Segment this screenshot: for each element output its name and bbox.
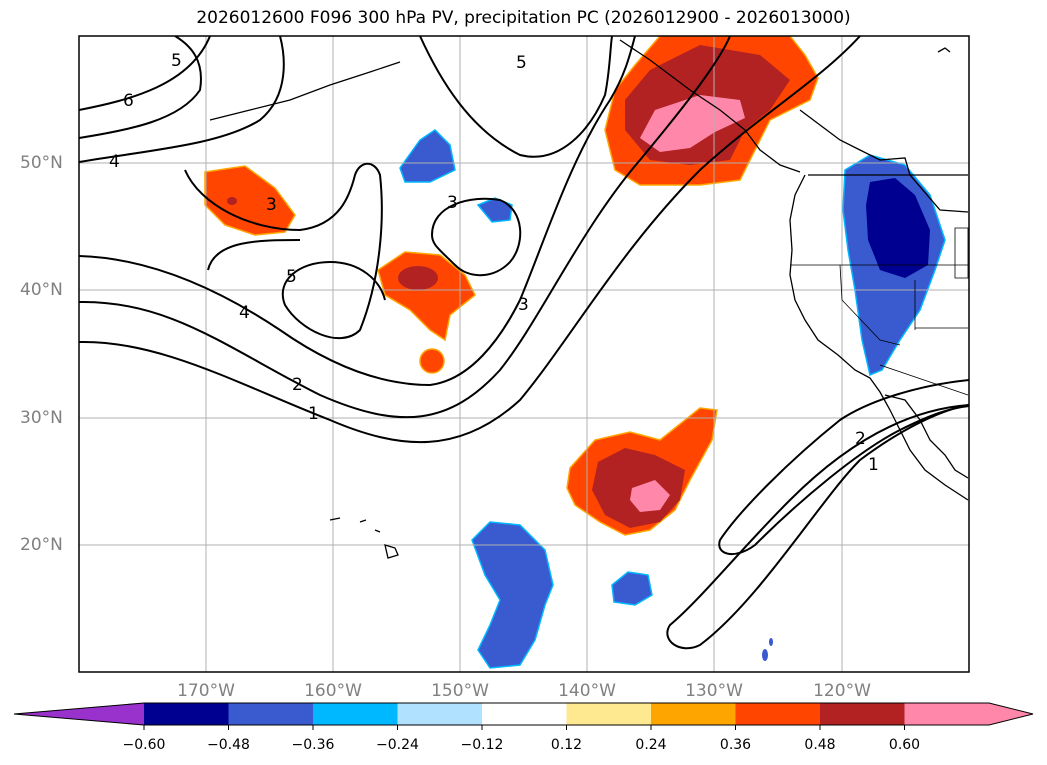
precip-negative-region [611,571,653,606]
colorbar-tick-label: 0.60 [888,737,921,753]
gridlines [79,36,969,672]
contour-label: 5 [286,267,297,287]
colorbar-segment [566,703,652,725]
lat-label: 40°N [20,280,63,300]
precip-negative-region [471,521,554,669]
plot-frame [78,35,970,673]
colorbar-tick-label: 0.36 [719,737,752,753]
contour-label: 1 [868,455,879,475]
lat-label: 50°N [20,153,63,173]
pv-contours [79,36,969,650]
lat-label: 20°N [20,535,63,555]
precip-positive-region [419,348,445,374]
colorbar [13,702,1034,730]
lon-label: 160°W [304,681,362,701]
lon-label: 140°W [558,681,616,701]
lon-label: 150°W [431,681,489,701]
colorbar-tick-label: 0.48 [804,737,836,753]
coastlines [209,39,969,559]
contour-label-group: 5 6 4 5 3 3 5 4 3 2 1 2 1 [109,51,879,475]
lat-label: 30°N [20,408,63,428]
colorbar-segment [228,703,314,725]
contour-label: 3 [447,193,458,213]
colorbar-segment [313,703,398,725]
precip-negative-region [866,178,930,278]
precip-shading [204,36,946,669]
colorbar-segment [904,703,990,725]
contour-label: 4 [109,152,120,172]
precip-negative-region [399,129,456,183]
contour-label: 1 [308,404,319,424]
contour-label: 4 [239,303,250,323]
lon-label: 130°W [685,681,743,701]
colorbar-segment [144,703,229,725]
lon-label: 120°W [813,681,871,701]
colorbar-tick-label: −0.12 [460,737,504,753]
precip-negative-region [762,649,768,661]
colorbar-segment [735,703,821,725]
precip-positive-region [630,480,670,512]
contour-label: 5 [171,51,182,71]
contour-label: 3 [266,195,277,215]
contour-label: 3 [518,295,529,315]
contour-label: 2 [292,375,303,395]
plot-area [79,36,969,672]
precip-positive-region [398,266,438,290]
colorbar-tick-label: −0.48 [207,737,250,753]
colorbar-tick-label: −0.60 [122,737,166,753]
colorbar-tick-label: −0.36 [291,737,335,753]
precip-negative-region [476,197,513,223]
colorbar-tick-label: 0.24 [635,737,667,753]
map-title: 2026012600 F096 300 hPa PV, precipitatio… [196,8,851,28]
colorbar-segment [820,703,905,725]
contour-label: 5 [516,53,527,73]
contour-label: 2 [855,429,866,449]
precip-negative-region [769,638,773,646]
colorbar-segment [397,703,483,725]
colorbar-extend-low [14,703,144,725]
colorbar-segment [651,703,736,725]
lon-label: 170°W [177,681,235,701]
colorbar-tick-label: −0.24 [376,737,419,753]
colorbar-segment [482,703,567,725]
precip-positive-region [227,197,237,205]
colorbar-extend-high [989,703,1033,725]
colorbar-tick-label: 0.12 [550,737,583,753]
contour-label: 6 [123,91,134,111]
precip-positive-region [204,165,296,236]
